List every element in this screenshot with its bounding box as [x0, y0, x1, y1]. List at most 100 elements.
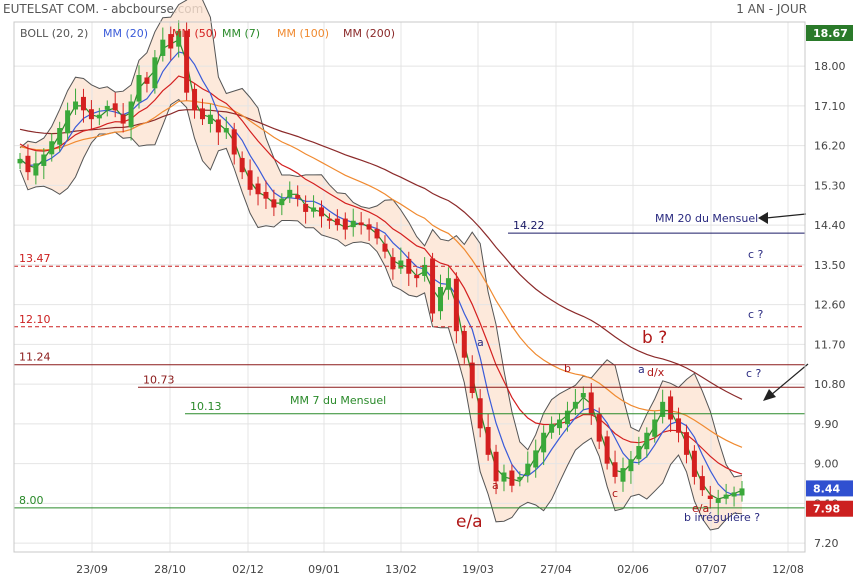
mm50-line — [19, 75, 743, 475]
candle-body — [382, 243, 388, 252]
candle-body — [604, 436, 610, 464]
candle-body — [176, 30, 182, 47]
level-label: 10.13 — [190, 400, 222, 413]
x-tick-label: 12/08 — [772, 563, 804, 576]
candle-body — [136, 75, 142, 102]
candle-body — [414, 274, 420, 279]
candle-body — [723, 494, 729, 499]
chart-legend: BOLL (20, 2) MM (20) MM (50) MM (7) MM (100)… — [20, 27, 395, 40]
candle-body — [580, 393, 586, 398]
arrow-line — [765, 213, 807, 219]
x-tick-label: 09/01 — [308, 563, 340, 576]
candle-body — [652, 419, 658, 437]
candle-body — [279, 198, 285, 206]
candle-body — [739, 488, 745, 496]
legend-item: MM (7) — [222, 27, 260, 40]
candle-body — [318, 207, 324, 217]
candle-body — [628, 459, 634, 472]
candle-body — [366, 224, 372, 230]
candle-body — [128, 101, 134, 128]
bollinger-lower-line — [19, 98, 743, 531]
chart-axes: 23/09 28/10 02/12 09/01 13/02 19/03 27/04 02/06… — [13, 21, 853, 576]
x-tick-label: 13/02 — [385, 563, 417, 576]
annotation-text: a — [477, 336, 484, 349]
candle-body — [485, 427, 491, 455]
y-tick-label: 7.20 — [814, 537, 839, 550]
x-tick-label: 02/06 — [617, 563, 649, 576]
candle-body — [120, 114, 126, 124]
legend-item: MM (20) — [103, 27, 148, 40]
candle-body — [588, 392, 594, 416]
candle-body — [215, 119, 221, 133]
candle-body — [660, 401, 666, 417]
candle-body — [80, 96, 86, 111]
mm200-line — [19, 109, 743, 400]
x-tick-label: 07/07 — [695, 563, 727, 576]
candle-body — [247, 170, 253, 190]
candle-body — [112, 103, 118, 111]
candle-body — [501, 472, 507, 482]
price-label-box — [806, 25, 853, 41]
y-tick-label: 15.30 — [814, 179, 846, 192]
candle-body — [509, 470, 515, 486]
candle-body — [430, 258, 436, 314]
x-tick-label: 28/10 — [154, 563, 186, 576]
level-label: 12.10 — [19, 313, 51, 326]
annotation-text: a — [492, 479, 499, 492]
candle-body — [334, 218, 340, 226]
price-label-text: 8.44 — [813, 482, 840, 495]
candle-body — [287, 189, 293, 198]
level-label: 11.24 — [19, 351, 51, 364]
candle-body — [342, 218, 348, 230]
candlesticks — [17, 20, 745, 516]
candle-body — [168, 34, 174, 49]
candle-body — [295, 195, 301, 199]
annotation-text: MM 20 du Mensuel — [655, 212, 758, 225]
candle-body — [620, 468, 626, 482]
candle-body — [422, 264, 428, 276]
candle-body — [144, 77, 150, 84]
x-tick-label: 23/09 — [76, 563, 108, 576]
candle-body — [564, 410, 570, 425]
annotation-text: e/a — [456, 512, 483, 532]
price-label-box — [806, 500, 853, 517]
candle-body — [231, 129, 237, 155]
chart-period: 1 AN - JOUR — [736, 2, 807, 16]
annotation-text: b irrégulière ? — [684, 511, 760, 524]
arrow-head — [763, 389, 776, 401]
legend-item: BOLL (20, 2) — [20, 27, 88, 40]
candle-body — [461, 330, 467, 358]
candle-body — [199, 108, 205, 120]
annotation-text: d/x — [647, 366, 665, 379]
candle-body — [65, 110, 71, 134]
x-tick-label: 27/04 — [540, 563, 572, 576]
candle-body — [49, 141, 55, 155]
candle-body — [707, 495, 713, 499]
price-label-text: 7.98 — [813, 503, 840, 516]
candle-body — [88, 109, 94, 120]
candle-body — [271, 199, 277, 208]
candle-body — [398, 260, 404, 269]
candle-body — [438, 287, 444, 312]
annotation-text: c ? — [748, 248, 764, 261]
candle-body — [533, 450, 539, 468]
candle-body — [263, 191, 269, 199]
candle-body — [493, 451, 499, 482]
candle-body — [644, 432, 650, 450]
level-label: 10.73 — [143, 373, 175, 386]
candle-body — [612, 462, 618, 477]
candle-body — [715, 499, 721, 503]
x-tick-label: 02/12 — [232, 563, 264, 576]
candle-body — [239, 157, 245, 173]
arrow-line — [770, 363, 809, 396]
candle-body — [17, 158, 23, 164]
mm20-line — [19, 51, 743, 496]
candle-body — [596, 413, 602, 442]
candle-body — [152, 57, 158, 89]
y-tick-label: 9.90 — [814, 418, 839, 431]
legend-item: MM (200) — [343, 27, 395, 40]
candle-body — [374, 228, 380, 239]
candle-body — [525, 463, 531, 475]
candle-body — [668, 396, 674, 420]
